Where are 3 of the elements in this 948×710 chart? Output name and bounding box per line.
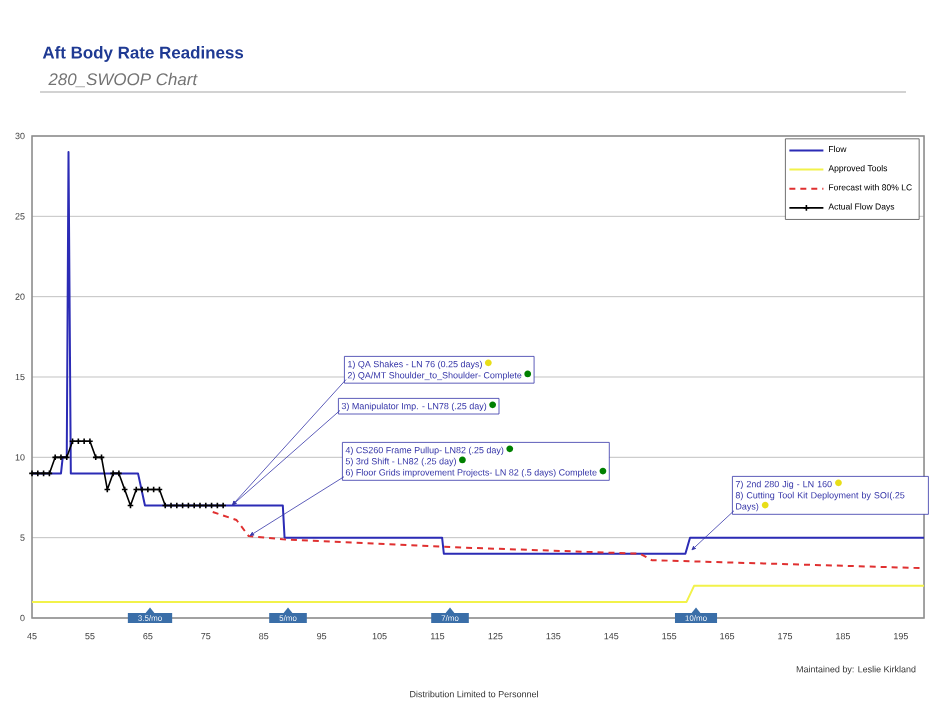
line-series (211, 510, 926, 570)
chart-title: Aft Body Rate Readiness (42, 46, 244, 62)
chart-subtitle: 280_SWOOP Chart (48, 72, 198, 88)
